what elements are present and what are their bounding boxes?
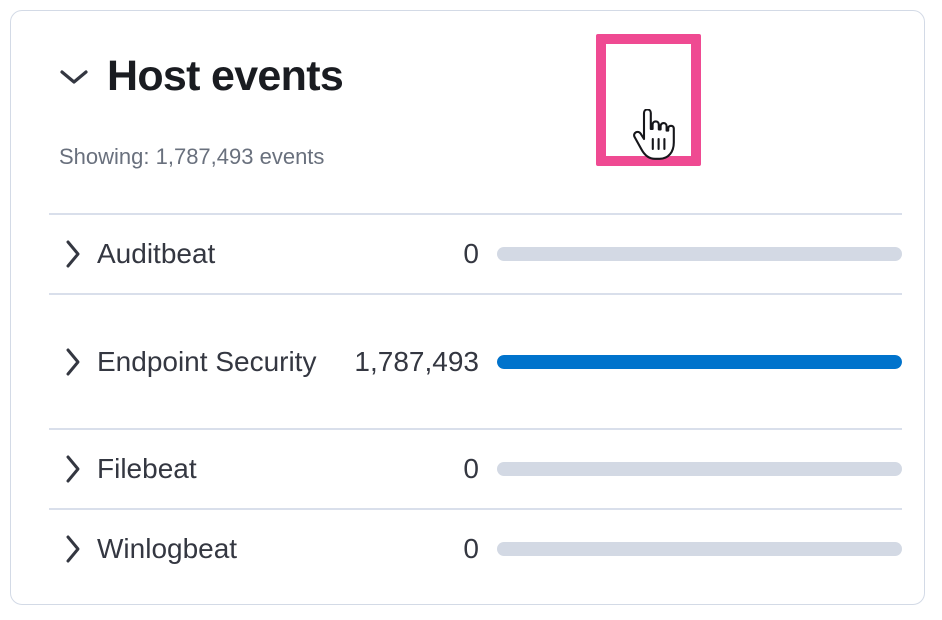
row-progress-bar (497, 354, 902, 369)
page-title: Host events (107, 52, 344, 100)
highlight-annotation-box (596, 34, 701, 166)
row-label: Endpoint Security (97, 345, 317, 377)
row-label: Winlogbeat (97, 533, 238, 565)
panel-header: Host events Showing: 1,787,493 events Vi… (11, 11, 924, 171)
table-row[interactable]: Auditbeat 0 (49, 213, 902, 293)
host-events-list: Auditbeat 0 Endpoint Security 1,787,493 (49, 213, 902, 588)
host-events-panel: Host events Showing: 1,787,493 events Vi… (10, 10, 925, 605)
row-label: Filebeat (97, 453, 197, 485)
chevron-right-icon[interactable] (49, 347, 97, 377)
row-progress-bar (497, 462, 902, 476)
panel-subtitle: Showing: 1,787,493 events (59, 144, 325, 169)
chevron-right-icon[interactable] (49, 454, 97, 484)
chevron-right-icon[interactable] (49, 534, 97, 564)
row-progress-bar (497, 247, 902, 261)
row-progress-fill (497, 354, 902, 369)
chevron-down-icon[interactable] (59, 62, 89, 92)
panel-title-row: Host events (59, 52, 344, 100)
table-row[interactable]: Endpoint Security 1,787,493 (49, 293, 902, 428)
pointer-hand-cursor (631, 109, 675, 161)
row-label: Auditbeat (97, 238, 216, 270)
row-value: 0 (463, 533, 479, 564)
chevron-right-icon[interactable] (49, 239, 97, 269)
table-row[interactable]: Filebeat 0 (49, 428, 902, 508)
table-row[interactable]: Winlogbeat 0 (49, 508, 902, 588)
row-value: 0 (463, 238, 479, 269)
row-value: 0 (463, 453, 479, 484)
row-value: 1,787,493 (354, 345, 479, 377)
row-progress-bar (497, 542, 902, 556)
